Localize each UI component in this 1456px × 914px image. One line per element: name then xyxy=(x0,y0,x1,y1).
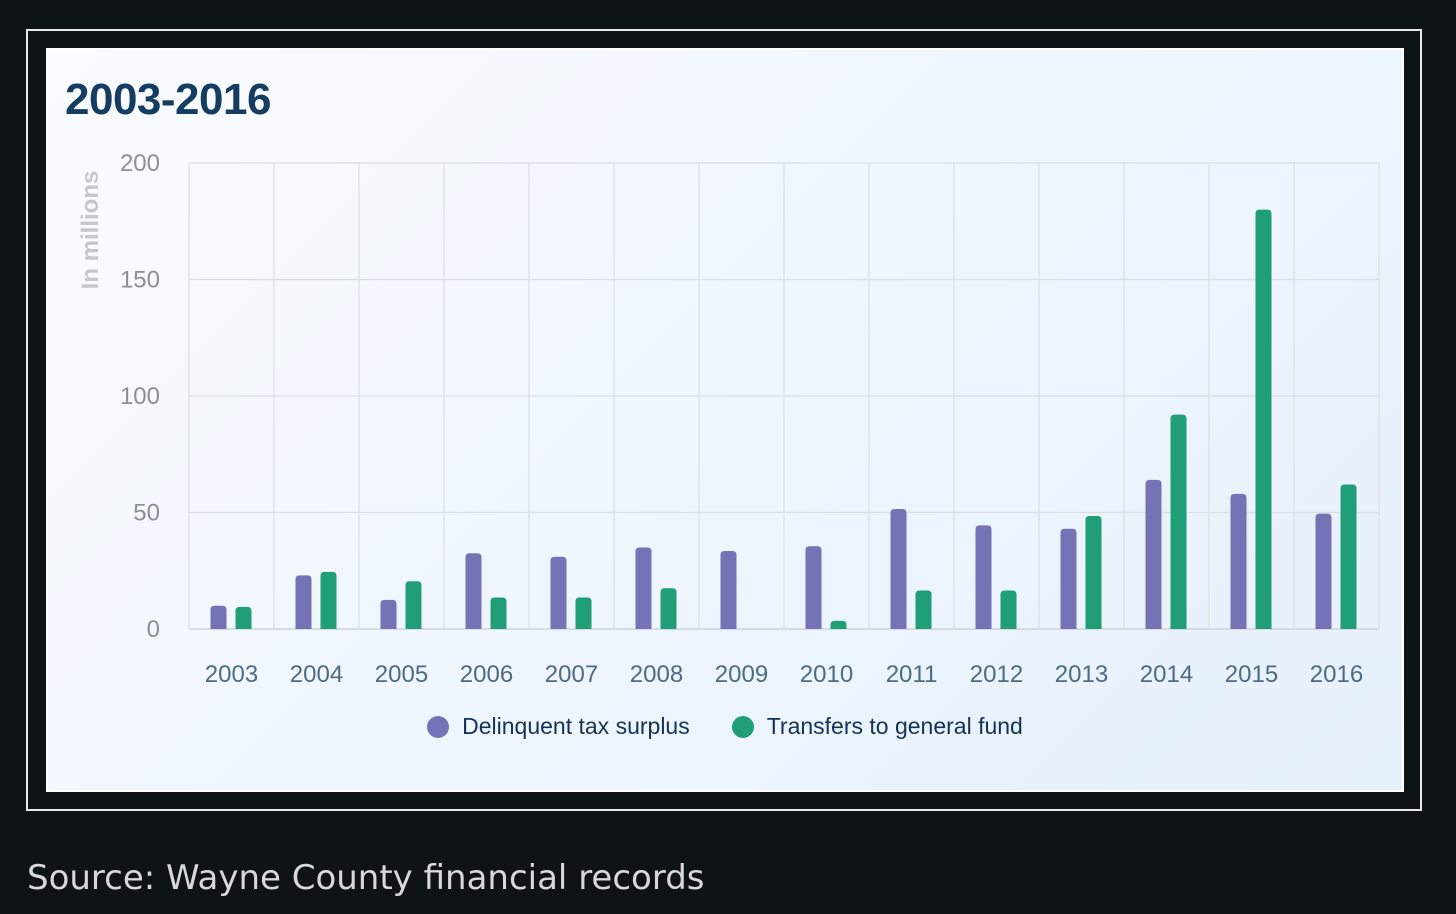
bar-transfers-2006 xyxy=(490,597,507,629)
bar-transfers-2011 xyxy=(915,590,932,629)
bar-delinquent-2004 xyxy=(295,575,312,629)
bar-delinquent-2016 xyxy=(1315,513,1332,629)
chart-panel: 2003-2016 0 50 100 150 200 In millions 2003 200… xyxy=(46,48,1404,792)
bar-delinquent-2015 xyxy=(1230,493,1247,629)
chart-legend: Delinquent tax surplus Transfers to gener… xyxy=(48,713,1402,740)
x-tick-label: 2014 xyxy=(1140,661,1193,688)
bar-transfers-2014 xyxy=(1170,414,1187,629)
y-tick-label: 200 xyxy=(120,150,160,177)
x-tick-label: 2013 xyxy=(1055,661,1108,688)
x-tick-label: 2005 xyxy=(375,661,428,688)
bar-delinquent-2010 xyxy=(805,546,822,629)
bar-delinquent-2014 xyxy=(1145,479,1162,629)
x-tick-label: 2010 xyxy=(800,661,853,688)
source-caption: Source: Wayne County financial records xyxy=(27,858,705,898)
bar-transfers-2004 xyxy=(320,571,337,629)
chart-frame: 2003-2016 0 50 100 150 200 In millions 2003 200… xyxy=(26,29,1422,811)
bar-delinquent-2013 xyxy=(1060,528,1077,629)
bar-delinquent-2005 xyxy=(380,599,397,629)
bar-transfers-2012 xyxy=(1000,590,1017,629)
legend-item[interactable]: Delinquent tax surplus xyxy=(427,713,690,740)
bar-transfers-2015 xyxy=(1255,209,1272,629)
x-tick-label: 2006 xyxy=(460,661,513,688)
bar-transfers-2010 xyxy=(830,620,847,629)
y-tick-label: 100 xyxy=(120,383,160,410)
x-tick-label: 2003 xyxy=(205,661,258,688)
bar-delinquent-2011 xyxy=(890,509,907,629)
bar-delinquent-2008 xyxy=(635,547,652,629)
bar-transfers-2016 xyxy=(1340,484,1357,629)
y-tick-label: 150 xyxy=(120,267,160,294)
x-tick-label: 2008 xyxy=(630,661,683,688)
legend-swatch xyxy=(731,715,754,738)
x-tick-label: 2007 xyxy=(545,661,598,688)
bar-delinquent-2012 xyxy=(975,525,992,629)
x-tick-label: 2015 xyxy=(1225,661,1278,688)
y-tick-label: 50 xyxy=(133,500,160,527)
y-axis-label: In millions xyxy=(77,171,104,290)
bar-transfers-2013 xyxy=(1085,515,1102,629)
bar-transfers-2008 xyxy=(660,588,677,629)
legend-swatch xyxy=(427,715,450,738)
x-tick-label: 2012 xyxy=(970,661,1023,688)
bar-delinquent-2003 xyxy=(210,605,227,629)
legend-item[interactable]: Transfers to general fund xyxy=(731,713,1023,740)
x-tick-label: 2011 xyxy=(886,661,938,688)
bar-delinquent-2007 xyxy=(550,556,567,629)
bar-delinquent-2006 xyxy=(465,553,482,629)
y-tick-label: 0 xyxy=(147,616,160,643)
bar-transfers-2007 xyxy=(575,597,592,629)
chart-title: 2003-2016 xyxy=(65,75,271,124)
x-tick-label: 2009 xyxy=(715,661,768,688)
bar-delinquent-2009 xyxy=(720,550,737,629)
legend-label: Delinquent tax surplus xyxy=(462,713,690,739)
bar-transfers-2005 xyxy=(405,581,422,629)
x-tick-label: 2004 xyxy=(290,661,343,688)
legend-label: Transfers to general fund xyxy=(766,713,1023,739)
x-tick-label: 2016 xyxy=(1310,661,1363,688)
bar-chart: 0 50 100 150 200 In millions 2003 2004 2005 2006 2… xyxy=(77,150,1380,688)
bar-transfers-2003 xyxy=(235,606,252,629)
